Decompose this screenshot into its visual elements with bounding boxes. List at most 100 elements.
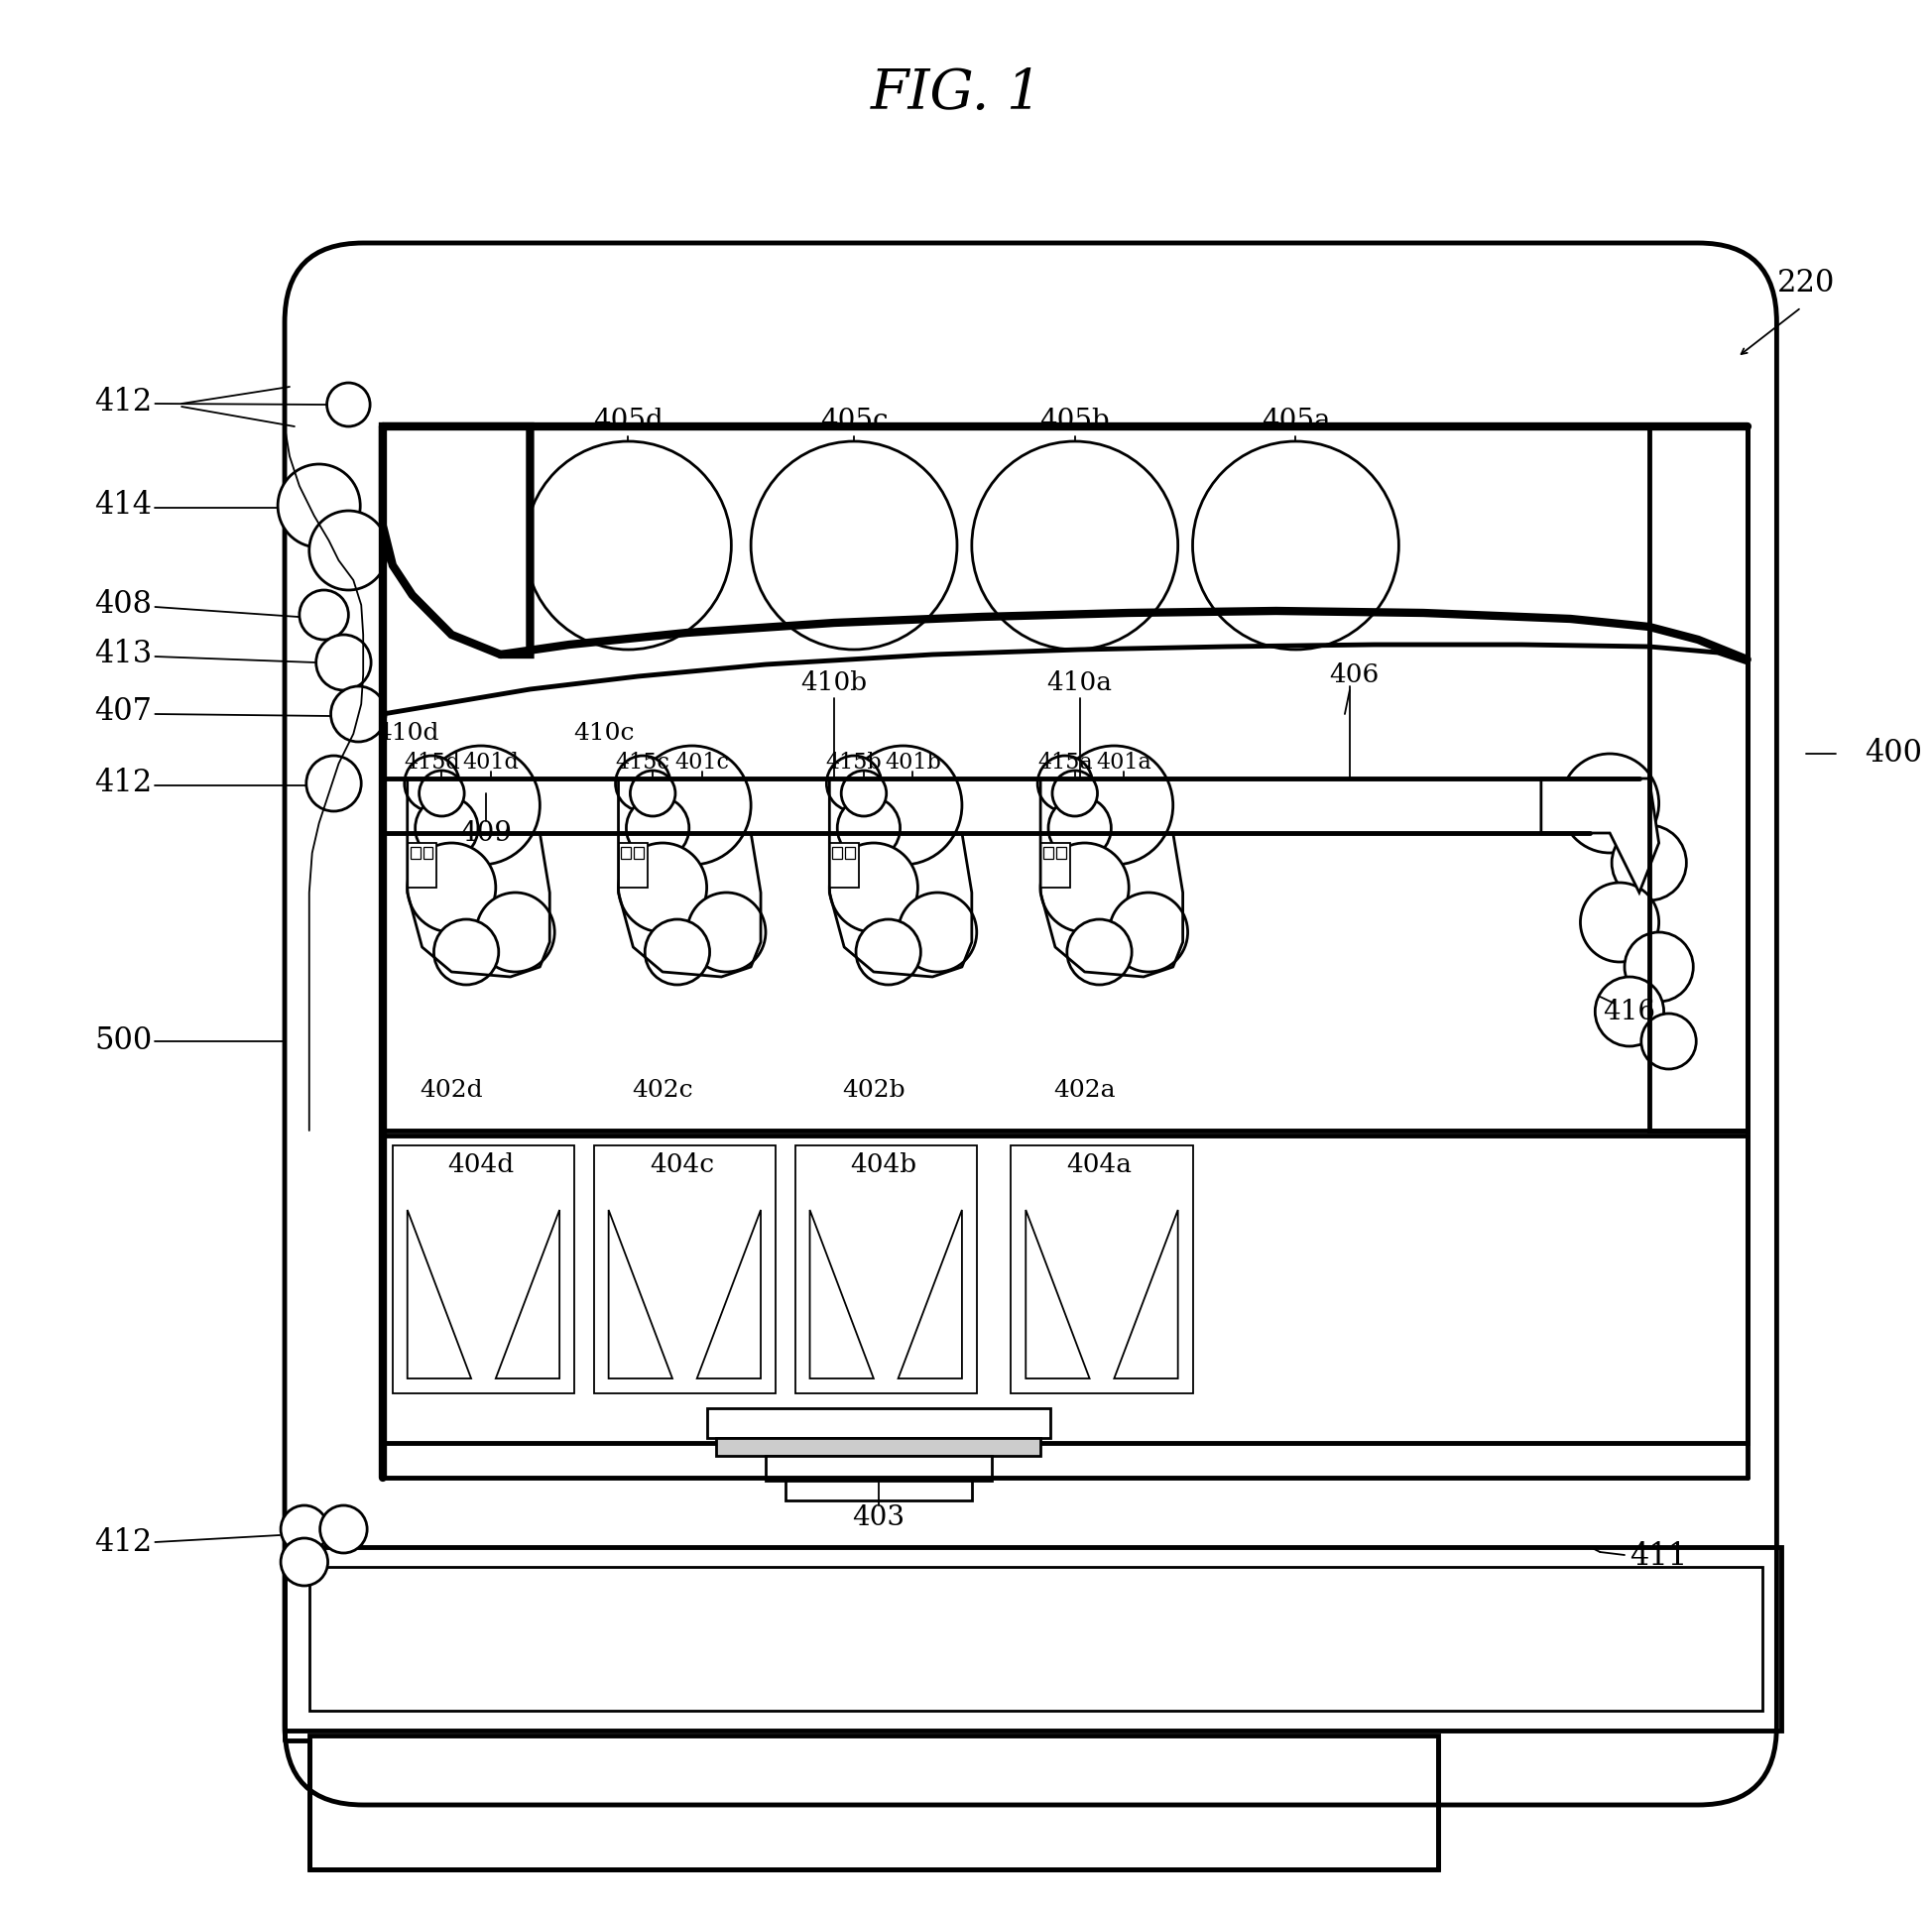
Text: 401a: 401a: [1095, 752, 1151, 773]
Circle shape: [404, 756, 460, 812]
Bar: [620, 846, 632, 859]
Polygon shape: [1540, 779, 1658, 892]
Circle shape: [280, 1539, 328, 1585]
Circle shape: [898, 892, 976, 972]
Text: 410a: 410a: [1047, 670, 1113, 695]
Text: 404b: 404b: [850, 1152, 916, 1177]
FancyBboxPatch shape: [284, 243, 1776, 1805]
Text: 412: 412: [95, 387, 153, 417]
Circle shape: [299, 590, 348, 639]
Bar: [410, 846, 419, 859]
Text: 401d: 401d: [462, 752, 518, 773]
Text: 415c: 415c: [616, 752, 670, 773]
Bar: [1648, 427, 1747, 1131]
Circle shape: [686, 892, 765, 972]
Circle shape: [1051, 771, 1097, 815]
Bar: [423, 846, 433, 859]
Text: 405b: 405b: [1039, 408, 1109, 434]
Text: 405c: 405c: [819, 408, 887, 434]
Bar: [794, 1145, 976, 1393]
Text: 411: 411: [1629, 1541, 1687, 1573]
Text: 404d: 404d: [448, 1152, 514, 1177]
Bar: [784, 1481, 972, 1501]
Text: FIG. 1: FIG. 1: [869, 67, 1041, 121]
Bar: [1039, 842, 1070, 888]
Bar: [765, 1457, 991, 1481]
Text: 401c: 401c: [674, 752, 728, 773]
Circle shape: [827, 756, 881, 812]
Circle shape: [840, 771, 887, 815]
Circle shape: [614, 756, 670, 812]
Circle shape: [837, 796, 900, 859]
Circle shape: [1055, 746, 1173, 865]
Text: 415b: 415b: [825, 752, 881, 773]
Text: 408: 408: [95, 590, 153, 620]
Circle shape: [330, 687, 386, 743]
Text: 412: 412: [95, 1527, 153, 1558]
Bar: [309, 1568, 1762, 1711]
Text: 412: 412: [95, 768, 153, 798]
Circle shape: [280, 1506, 328, 1552]
Text: 403: 403: [852, 1504, 904, 1531]
Text: 404c: 404c: [649, 1152, 715, 1177]
Circle shape: [321, 1506, 367, 1552]
Text: 414: 414: [95, 490, 153, 521]
Bar: [593, 1145, 775, 1393]
Bar: [1055, 846, 1065, 859]
Bar: [829, 842, 858, 888]
Bar: [634, 846, 643, 859]
Circle shape: [630, 771, 674, 815]
Circle shape: [1580, 882, 1658, 963]
Circle shape: [419, 771, 464, 815]
Text: 402a: 402a: [1053, 1079, 1115, 1102]
Circle shape: [645, 919, 709, 986]
Circle shape: [626, 796, 688, 859]
Bar: [1010, 1145, 1192, 1393]
Circle shape: [1611, 825, 1685, 900]
Circle shape: [844, 746, 962, 865]
Bar: [844, 846, 854, 859]
Text: 500: 500: [95, 1026, 153, 1057]
Circle shape: [634, 746, 750, 865]
Circle shape: [1047, 796, 1111, 859]
Bar: [392, 1145, 574, 1393]
Circle shape: [475, 892, 554, 972]
Bar: [833, 846, 842, 859]
Text: 401b: 401b: [885, 752, 941, 773]
Circle shape: [305, 756, 361, 812]
Text: 410b: 410b: [800, 670, 867, 695]
Text: 402b: 402b: [842, 1079, 904, 1102]
Circle shape: [1559, 754, 1658, 854]
Bar: [383, 1135, 1747, 1443]
Bar: [408, 842, 437, 888]
Text: 407: 407: [95, 697, 153, 727]
Circle shape: [408, 842, 495, 932]
Text: 410c: 410c: [574, 722, 634, 745]
Text: 402c: 402c: [632, 1079, 694, 1102]
Polygon shape: [383, 427, 529, 655]
Circle shape: [1109, 892, 1186, 972]
Circle shape: [1623, 932, 1692, 1001]
Bar: [707, 1409, 1049, 1437]
Circle shape: [327, 383, 369, 427]
Text: 413: 413: [95, 639, 153, 670]
Bar: [717, 1437, 1039, 1457]
Text: 220: 220: [1776, 268, 1833, 299]
Text: 415d: 415d: [404, 752, 460, 773]
Text: 405d: 405d: [593, 408, 663, 434]
Text: 409: 409: [460, 819, 512, 846]
Text: 415a: 415a: [1037, 752, 1092, 773]
Circle shape: [1066, 919, 1132, 986]
Circle shape: [1039, 842, 1128, 932]
Circle shape: [856, 919, 920, 986]
Circle shape: [1640, 1014, 1694, 1070]
Bar: [1043, 846, 1053, 859]
Text: 400: 400: [1864, 739, 1922, 769]
Text: 410d: 410d: [375, 722, 439, 745]
Bar: [618, 842, 647, 888]
Circle shape: [415, 796, 477, 859]
Circle shape: [829, 842, 918, 932]
Text: 416: 416: [1602, 999, 1656, 1024]
Bar: [284, 1547, 1781, 1730]
Circle shape: [618, 842, 707, 932]
